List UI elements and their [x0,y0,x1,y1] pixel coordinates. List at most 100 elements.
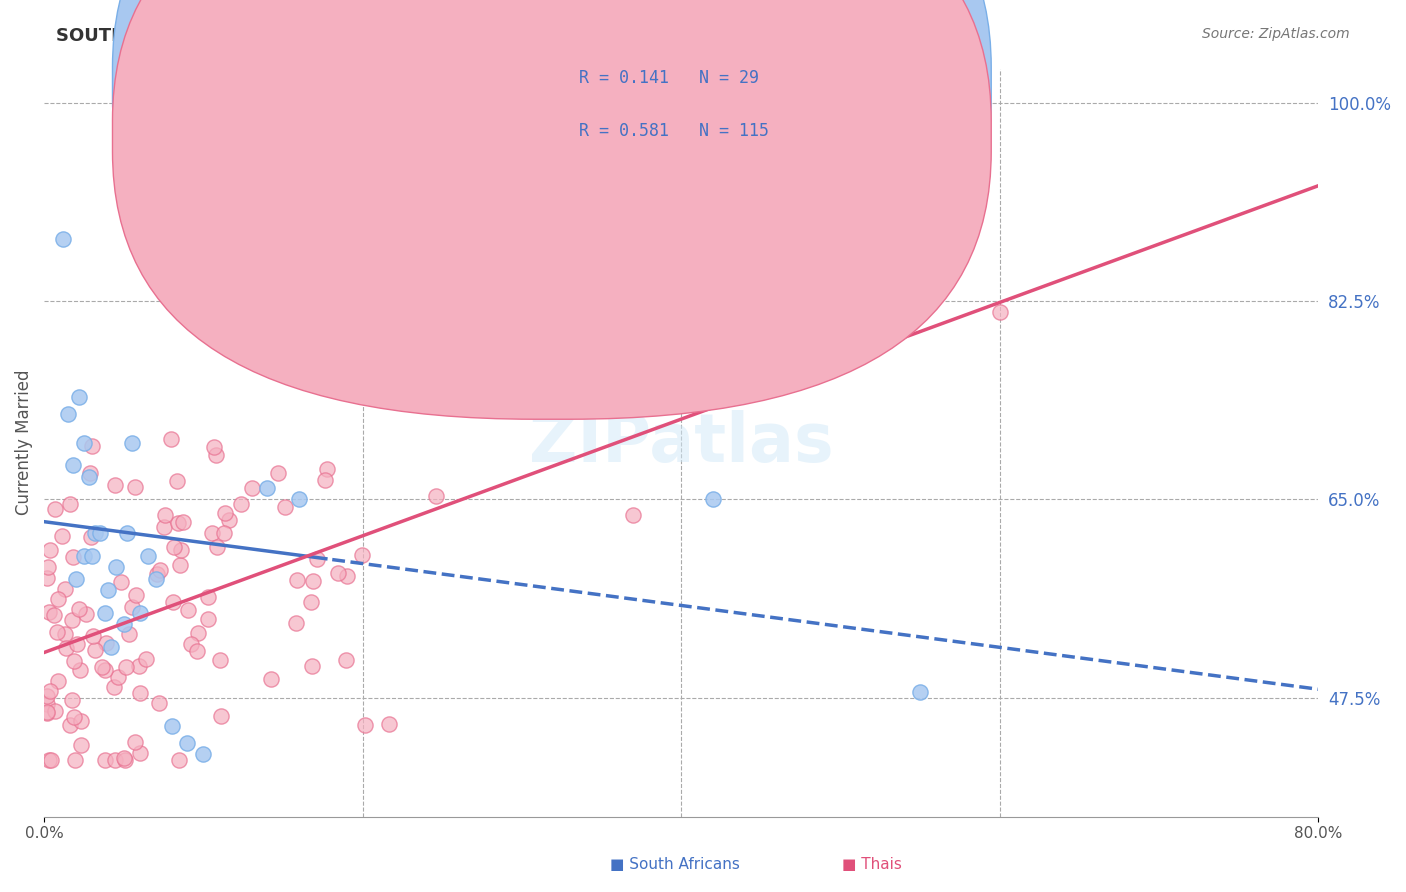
Thais [114,753,136,767]
South Africans [84,526,107,541]
Thais [187,626,209,640]
Thais [377,716,399,731]
Thais [209,709,232,723]
Thais [82,629,104,643]
Text: Source: ZipAtlas.com: Source: ZipAtlas.com [1202,27,1350,41]
Thais [335,653,357,667]
Thais [84,643,107,657]
South Africans [115,526,138,541]
Thais [240,481,263,495]
Thais [354,718,377,732]
Thais [44,608,66,623]
Thais [167,516,190,531]
South Africans [908,685,931,699]
Thais [46,625,69,640]
Thais [214,506,236,520]
Thais [314,473,336,487]
Thais [60,693,83,707]
Y-axis label: Currently Married: Currently Married [15,370,32,516]
Thais [170,542,193,557]
Thais [104,753,127,767]
Thais [39,683,62,698]
Thais [305,552,328,566]
Thais [167,753,190,767]
South Africans [80,549,103,563]
Thais [621,508,644,522]
Thais [229,496,252,510]
Thais [96,636,118,650]
Thais [37,690,59,704]
Thais [63,753,86,767]
Text: SOUTH AFRICAN VS THAI CURRENTLY MARRIED CORRELATION CHART: SOUTH AFRICAN VS THAI CURRENTLY MARRIED … [56,27,752,45]
Thais [38,543,60,558]
South Africans [73,435,96,450]
Thais [37,697,59,711]
South Africans [52,231,75,245]
Thais [166,474,188,488]
Thais [176,603,198,617]
Thais [70,738,93,752]
Thais [39,753,62,767]
Thais [55,582,77,596]
Thais [103,680,125,694]
Thais [302,574,325,589]
Thais [124,735,146,749]
Text: R = 0.581   N = 115: R = 0.581 N = 115 [579,122,769,140]
Thais [197,612,219,626]
South Africans [176,736,198,750]
Thais [208,652,231,666]
Thais [118,626,141,640]
Thais [38,753,60,767]
Text: ■ Thais: ■ Thais [842,857,901,872]
South Africans [56,407,79,421]
South Africans [224,277,246,291]
Thais [259,673,281,687]
South Africans [145,572,167,586]
Thais [149,563,172,577]
South Africans [160,719,183,733]
Thais [112,751,135,765]
Thais [69,663,91,677]
South Africans [65,572,87,586]
Thais [284,616,307,631]
Thais [60,613,83,627]
Thais [162,595,184,609]
Thais [48,673,70,688]
Thais [148,696,170,710]
Thais [37,560,59,574]
South Africans [77,469,100,483]
Thais [80,530,103,544]
South Africans [67,390,90,404]
Thais [125,588,148,602]
Thais [336,568,359,582]
Thais [69,714,91,728]
Thais [124,480,146,494]
Thais [38,605,60,619]
Thais [218,513,240,527]
Thais [80,439,103,453]
Thais [988,305,1011,319]
Thais [350,548,373,562]
Thais [197,590,219,604]
Thais [94,753,117,767]
Thais [121,599,143,614]
South Africans [73,549,96,563]
Thais [115,660,138,674]
Thais [37,706,59,720]
South Africans [100,640,122,654]
Thais [186,643,208,657]
Thais [201,525,224,540]
South Africans [89,526,111,541]
South Africans [193,747,215,762]
Thais [93,663,115,677]
Thais [104,478,127,492]
Thais [128,658,150,673]
Thais [53,627,76,641]
South Africans [104,560,127,574]
South Africans [136,549,159,563]
South Africans [128,606,150,620]
Thais [169,558,191,572]
South Africans [702,492,724,507]
Thais [163,540,186,554]
Thais [301,658,323,673]
